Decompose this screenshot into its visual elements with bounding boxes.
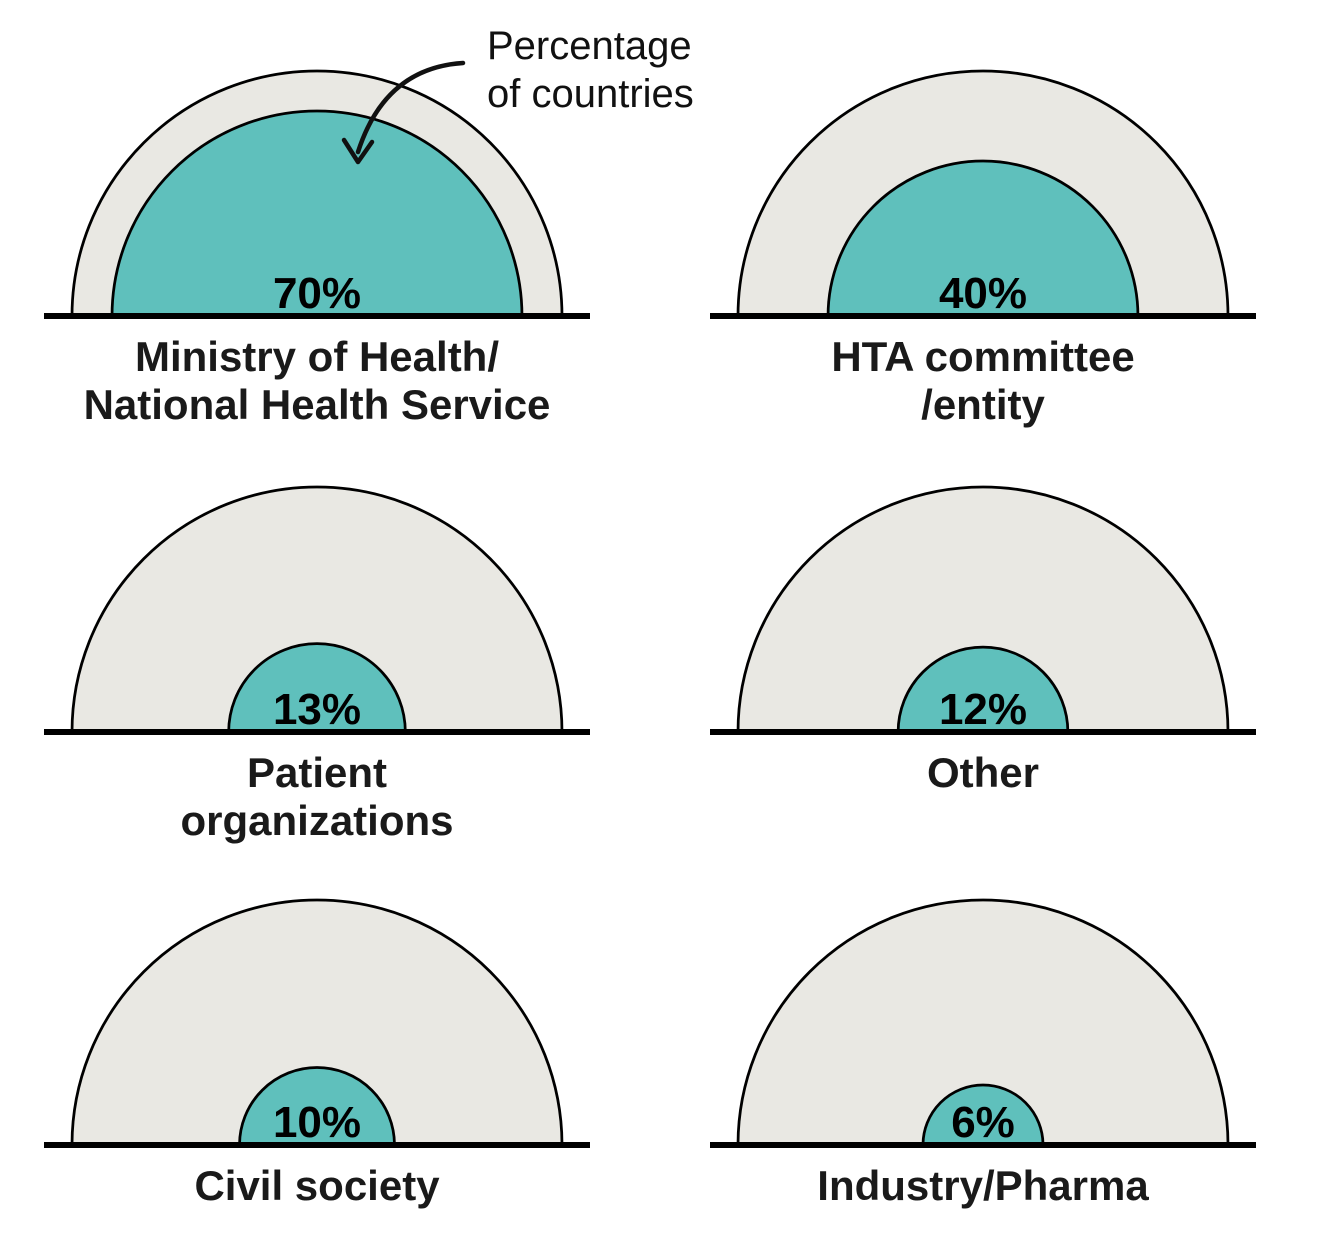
category-label-line: Other (926, 749, 1039, 796)
gauge-chart: 13% Patient organizations (37, 484, 597, 844)
gauge-chart: 12% Other (703, 484, 1263, 796)
percent-label: 10% (273, 1098, 361, 1147)
arrow-curve (355, 60, 466, 155)
category-label-line: /entity (921, 381, 1045, 428)
gauge-svg: 13% (44, 485, 590, 735)
value-semicircle (227, 642, 407, 734)
category-label-line: Civil society (194, 1162, 440, 1209)
category-label: HTA committee/entity (683, 333, 1283, 429)
outer-semicircle (736, 898, 1230, 1147)
outer-semicircle (736, 485, 1230, 734)
value-semicircle (826, 159, 1140, 318)
category-label-line: Industry/Pharma (817, 1162, 1149, 1209)
category-label-line: HTA committee (831, 333, 1135, 380)
arrow-head-icon (341, 137, 375, 165)
value-semicircle (896, 646, 1070, 734)
gauge-svg: 40% (710, 69, 1256, 319)
gauge-svg: 12% (710, 485, 1256, 735)
gauge-svg: 70% (44, 69, 590, 319)
percent-label: 12% (939, 685, 1027, 734)
category-label: Patient organizations (17, 749, 617, 845)
value-semicircle (110, 109, 524, 318)
percent-label: 13% (273, 685, 361, 734)
category-label-line: Patient (246, 749, 388, 796)
gauge-svg: 6% (710, 898, 1256, 1148)
gauge-chart: 10% Civil society (37, 897, 597, 1209)
category-label: Ministry of Health/National Health Servi… (17, 333, 617, 429)
category-label: Other (683, 749, 1283, 797)
annotation-line: Percentage (487, 24, 692, 68)
annotation-arrow (341, 60, 466, 165)
outer-semicircle (70, 898, 564, 1147)
gauge-chart: 70% Ministry of Health/National Health S… (37, 68, 597, 428)
annotation-line: of countries (487, 72, 694, 116)
category-label-line: National Health Service (83, 381, 551, 428)
value-semicircle (921, 1083, 1045, 1147)
annotation-text: Percentage of countries (487, 22, 694, 118)
gauge-chart: 6% Industry/Pharma (703, 897, 1263, 1209)
value-semicircle (238, 1066, 396, 1147)
percent-label: 70% (273, 269, 361, 318)
percent-label: 6% (951, 1098, 1015, 1147)
category-label-line: Ministry of Health/ (134, 333, 500, 380)
category-label-line: organizations (180, 797, 454, 844)
category-label: Industry/Pharma (683, 1162, 1283, 1210)
category-label: Civil society (17, 1162, 617, 1210)
gauge-chart: 40% HTA committee/entity (703, 68, 1263, 428)
percent-label: 40% (939, 269, 1027, 318)
gauge-svg: 10% (44, 898, 590, 1148)
outer-semicircle (70, 485, 564, 734)
